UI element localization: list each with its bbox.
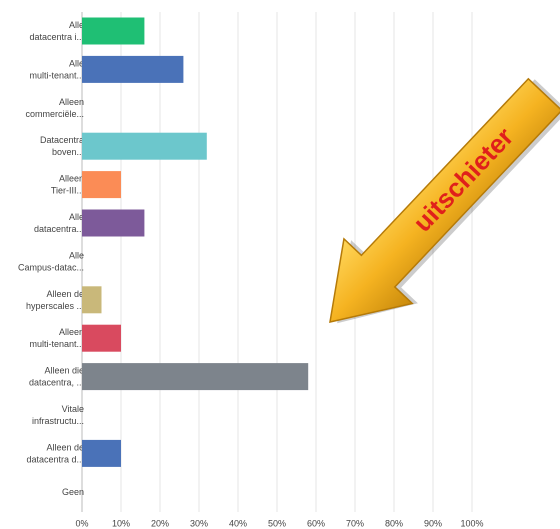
y-tick-label: Alle Campus-datac... [18, 250, 84, 272]
annotation-arrow: uitschieter [329, 77, 560, 324]
x-tick-label: 10% [112, 518, 130, 528]
y-tick-label: Alleen de hyperscales ... [26, 289, 84, 311]
y-tick-label: Geen [62, 487, 84, 497]
bar [82, 171, 121, 199]
y-tick-label: Alle multi-tenant... [29, 58, 84, 80]
y-tick-label: Alle datacentra... [34, 212, 84, 234]
bar [82, 439, 121, 467]
y-tick-label: Alle datacentra i... [29, 20, 84, 42]
x-tick-label: 100% [460, 518, 483, 528]
x-tick-label: 0% [75, 518, 88, 528]
y-tick-label: Alleen de datacentra d... [26, 442, 84, 464]
y-tick-label: Datacentra boven... [40, 135, 84, 157]
y-tick-label: Alleen multi-tenant... [29, 327, 84, 349]
bar [82, 363, 309, 391]
bar [82, 324, 121, 352]
y-tick-label: Alleen die datacentra, ... [29, 366, 84, 388]
x-tick-label: 80% [385, 518, 403, 528]
x-tick-label: 50% [268, 518, 286, 528]
bar [82, 132, 207, 160]
x-tick-label: 40% [229, 518, 247, 528]
y-tick-label: Alleen commerciële... [25, 97, 84, 119]
y-tick-label: Alleen Tier-III... [51, 174, 84, 196]
x-tick-label: 30% [190, 518, 208, 528]
x-tick-label: 60% [307, 518, 325, 528]
bar [82, 209, 145, 237]
x-tick-label: 90% [424, 518, 442, 528]
x-tick-label: 20% [151, 518, 169, 528]
x-tick-label: 70% [346, 518, 364, 528]
y-tick-label: Vitale infrastructu... [32, 404, 84, 426]
bar [82, 286, 102, 314]
bar [82, 17, 145, 45]
bar [82, 55, 184, 83]
arrow [329, 77, 560, 323]
